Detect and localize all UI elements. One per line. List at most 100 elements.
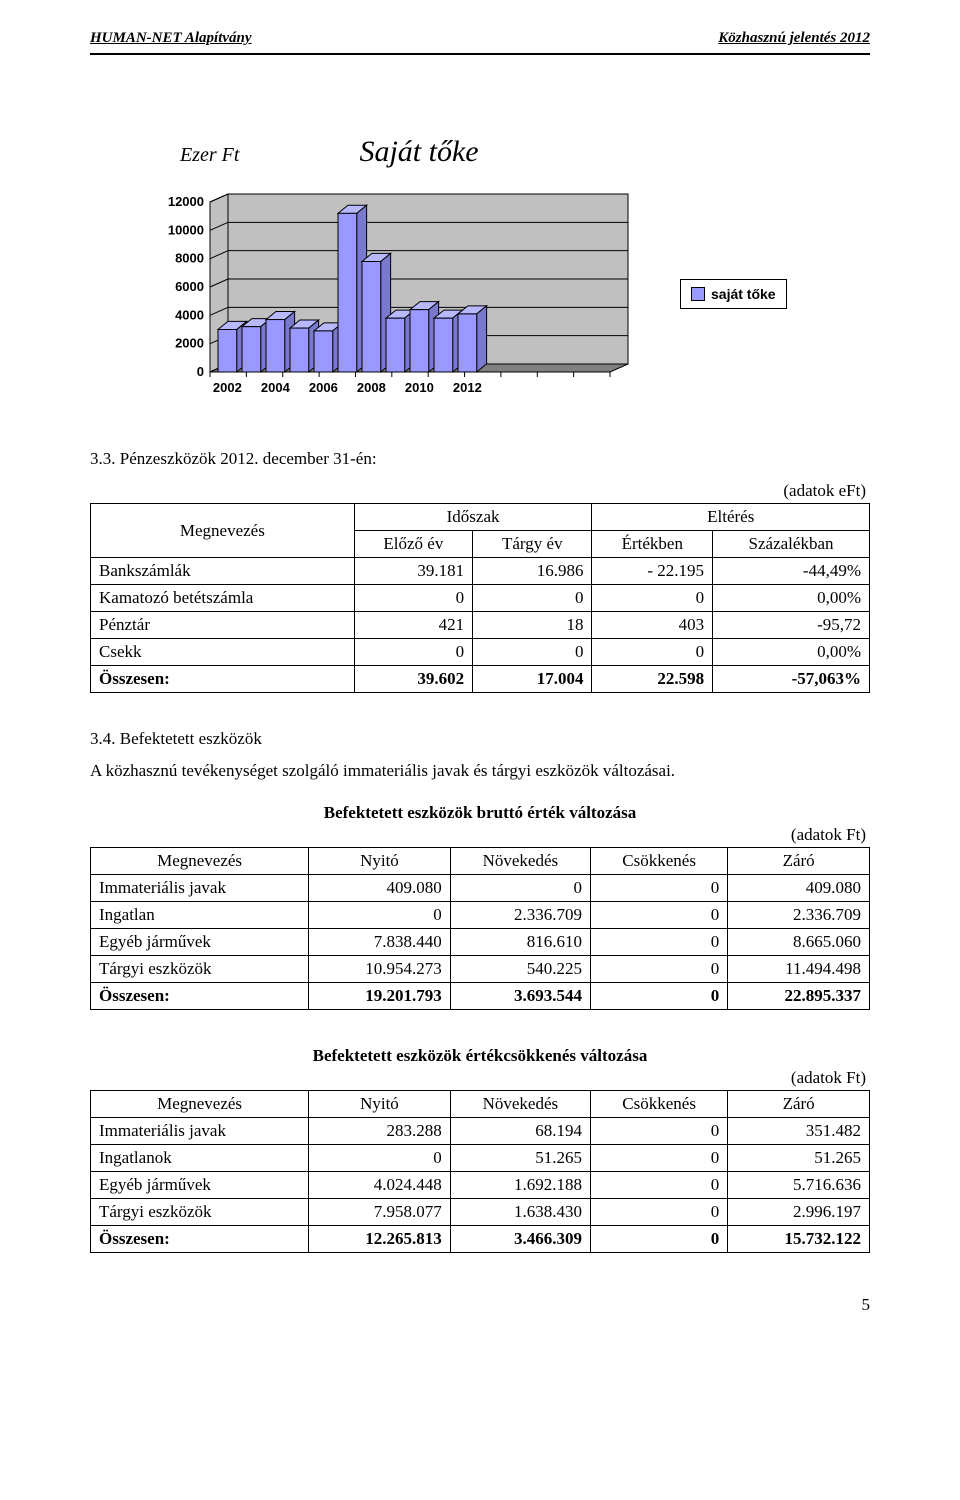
header-cell: Csökkenés — [590, 1091, 727, 1118]
legend-label: saját tőke — [711, 286, 776, 302]
row-label: Kamatozó betétszámla — [91, 585, 355, 612]
subheader-cell: Értékben — [592, 531, 713, 558]
row-label: Immateriális javak — [91, 875, 309, 902]
row-label: Pénztár — [91, 612, 355, 639]
col-elteres: Eltérés — [592, 504, 870, 531]
cell: 5.716.636 — [728, 1172, 870, 1199]
cell: - 22.195 — [592, 558, 713, 585]
header-left: HUMAN-NET Alapítvány — [90, 30, 252, 47]
cell: 1.692.188 — [450, 1172, 590, 1199]
table-row: Egyéb járművek4.024.4481.692.18805.716.6… — [91, 1172, 870, 1199]
cell: 0 — [473, 639, 592, 666]
svg-text:2004: 2004 — [261, 380, 291, 395]
total-cell: 22.598 — [592, 666, 713, 693]
cell: 1.638.430 — [450, 1199, 590, 1226]
col-idoszak: Időszak — [354, 504, 592, 531]
row-label: Egyéb járművek — [91, 929, 309, 956]
row-label: Tárgyi eszközök — [91, 1199, 309, 1226]
cell: 0,00% — [713, 585, 870, 612]
equity-chart-block: Ezer Ft Saját tőke 020004000600080001000… — [140, 135, 870, 409]
subheader-cell: Százalékban — [713, 531, 870, 558]
total-cell: 17.004 — [473, 666, 592, 693]
cell: 0 — [590, 1172, 727, 1199]
total-cell: 12.265.813 — [309, 1226, 451, 1253]
table-brutto-title: Befektetett eszközök bruttó érték változ… — [90, 803, 870, 823]
svg-text:2012: 2012 — [453, 380, 482, 395]
fixed-assets-depreciation-table: MegnevezésNyitóNövekedésCsökkenésZáróImm… — [90, 1090, 870, 1253]
total-row: Összesen:39.60217.00422.598-57,063% — [91, 666, 870, 693]
chart-title: Saját tőke — [359, 135, 478, 169]
total-cell: 15.732.122 — [728, 1226, 870, 1253]
page-number: 5 — [862, 1295, 871, 1315]
total-row: Összesen:12.265.8133.466.309015.732.122 — [91, 1226, 870, 1253]
cell: 0,00% — [713, 639, 870, 666]
header-cell: Megnevezés — [91, 848, 309, 875]
table-row: Immateriális javak409.08000409.080 — [91, 875, 870, 902]
total-cell: 19.201.793 — [309, 983, 451, 1010]
svg-text:0: 0 — [197, 364, 204, 379]
total-cell: -57,063% — [713, 666, 870, 693]
cell: 0 — [450, 875, 590, 902]
cell: 7.838.440 — [309, 929, 451, 956]
cell: 0 — [309, 902, 451, 929]
total-cell: 0 — [590, 1226, 727, 1253]
row-label: Csekk — [91, 639, 355, 666]
cell: 51.265 — [450, 1145, 590, 1172]
total-row: Összesen:19.201.7933.693.544022.895.337 — [91, 983, 870, 1010]
section-33-units: (adatok eFt) — [90, 481, 870, 501]
page-header: HUMAN-NET Alapítvány Közhasznú jelentés … — [90, 30, 870, 47]
header-cell: Megnevezés — [91, 1091, 309, 1118]
cell: 51.265 — [728, 1145, 870, 1172]
cell: 540.225 — [450, 956, 590, 983]
row-label: Bankszámlák — [91, 558, 355, 585]
total-label: Összesen: — [91, 1226, 309, 1253]
chart-y-axis-label: Ezer Ft — [180, 144, 239, 167]
table-brutto-units: (adatok Ft) — [90, 825, 870, 845]
total-cell: 0 — [590, 983, 727, 1010]
section-34-heading: 3.4. Befektetett eszközök — [90, 729, 870, 749]
cell: 0 — [590, 1199, 727, 1226]
table-ecs-units: (adatok Ft) — [90, 1068, 870, 1088]
cell: 16.986 — [473, 558, 592, 585]
cell: 409.080 — [309, 875, 451, 902]
cell: 0 — [473, 585, 592, 612]
header-cell: Záró — [728, 1091, 870, 1118]
cell: 0 — [590, 902, 727, 929]
section-34-body: A közhasznú tevékenységet szolgáló immat… — [90, 761, 870, 781]
subheader-cell: Előző év — [354, 531, 472, 558]
table-row: Ingatlanok051.265051.265 — [91, 1145, 870, 1172]
chart-legend: saját tőke — [680, 279, 787, 309]
header-divider — [90, 53, 870, 55]
cell: 403 — [592, 612, 713, 639]
table-row: Bankszámlák39.18116.986- 22.195-44,49% — [91, 558, 870, 585]
cell: 39.181 — [354, 558, 472, 585]
cell: 0 — [590, 1145, 727, 1172]
header-cell: Növekedés — [450, 848, 590, 875]
table-row: Tárgyi eszközök10.954.273540.225011.494.… — [91, 956, 870, 983]
header-cell: Növekedés — [450, 1091, 590, 1118]
cell: 8.665.060 — [728, 929, 870, 956]
svg-text:2006: 2006 — [309, 380, 338, 395]
svg-text:2008: 2008 — [357, 380, 386, 395]
equity-bar-chart: 0200040006000800010000120002002200420062… — [140, 179, 660, 409]
cell: 0 — [354, 585, 472, 612]
svg-text:2000: 2000 — [175, 336, 204, 351]
svg-text:6000: 6000 — [175, 279, 204, 294]
header-cell: Záró — [728, 848, 870, 875]
cell: 409.080 — [728, 875, 870, 902]
row-label: Ingatlanok — [91, 1145, 309, 1172]
row-label: Tárgyi eszközök — [91, 956, 309, 983]
table-row: Pénztár42118403-95,72 — [91, 612, 870, 639]
table-row: Ingatlan02.336.70902.336.709 — [91, 902, 870, 929]
total-label: Összesen: — [91, 666, 355, 693]
cell: 11.494.498 — [728, 956, 870, 983]
cell: 0 — [592, 585, 713, 612]
cell: 10.954.273 — [309, 956, 451, 983]
legend-swatch — [691, 287, 705, 301]
cell: 18 — [473, 612, 592, 639]
table-row: Tárgyi eszközök7.958.0771.638.43002.996.… — [91, 1199, 870, 1226]
row-label: Ingatlan — [91, 902, 309, 929]
row-label: Egyéb járművek — [91, 1172, 309, 1199]
cell: 0 — [590, 929, 727, 956]
svg-text:8000: 8000 — [175, 251, 204, 266]
